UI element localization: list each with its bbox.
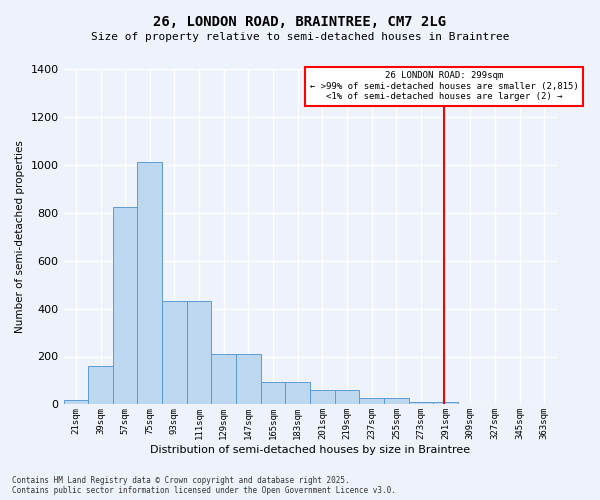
- Bar: [211, 354, 236, 405]
- Bar: [113, 207, 137, 404]
- Bar: [384, 398, 409, 404]
- Bar: [359, 398, 384, 404]
- X-axis label: Distribution of semi-detached houses by size in Braintree: Distribution of semi-detached houses by …: [150, 445, 470, 455]
- Bar: [286, 382, 310, 404]
- Text: 26 LONDON ROAD: 299sqm
← >99% of semi-detached houses are smaller (2,815)
<1% of: 26 LONDON ROAD: 299sqm ← >99% of semi-de…: [310, 72, 578, 101]
- Text: 26, LONDON ROAD, BRAINTREE, CM7 2LG: 26, LONDON ROAD, BRAINTREE, CM7 2LG: [154, 15, 446, 29]
- Bar: [310, 390, 335, 404]
- Bar: [64, 400, 88, 404]
- Y-axis label: Number of semi-detached properties: Number of semi-detached properties: [15, 140, 25, 333]
- Bar: [409, 402, 433, 404]
- Bar: [261, 382, 286, 404]
- Bar: [162, 302, 187, 405]
- Bar: [236, 354, 261, 405]
- Bar: [433, 402, 458, 404]
- Text: Contains HM Land Registry data © Crown copyright and database right 2025.
Contai: Contains HM Land Registry data © Crown c…: [12, 476, 396, 495]
- Bar: [88, 366, 113, 405]
- Bar: [335, 390, 359, 404]
- Bar: [187, 302, 211, 405]
- Bar: [137, 162, 162, 404]
- Text: Size of property relative to semi-detached houses in Braintree: Size of property relative to semi-detach…: [91, 32, 509, 42]
